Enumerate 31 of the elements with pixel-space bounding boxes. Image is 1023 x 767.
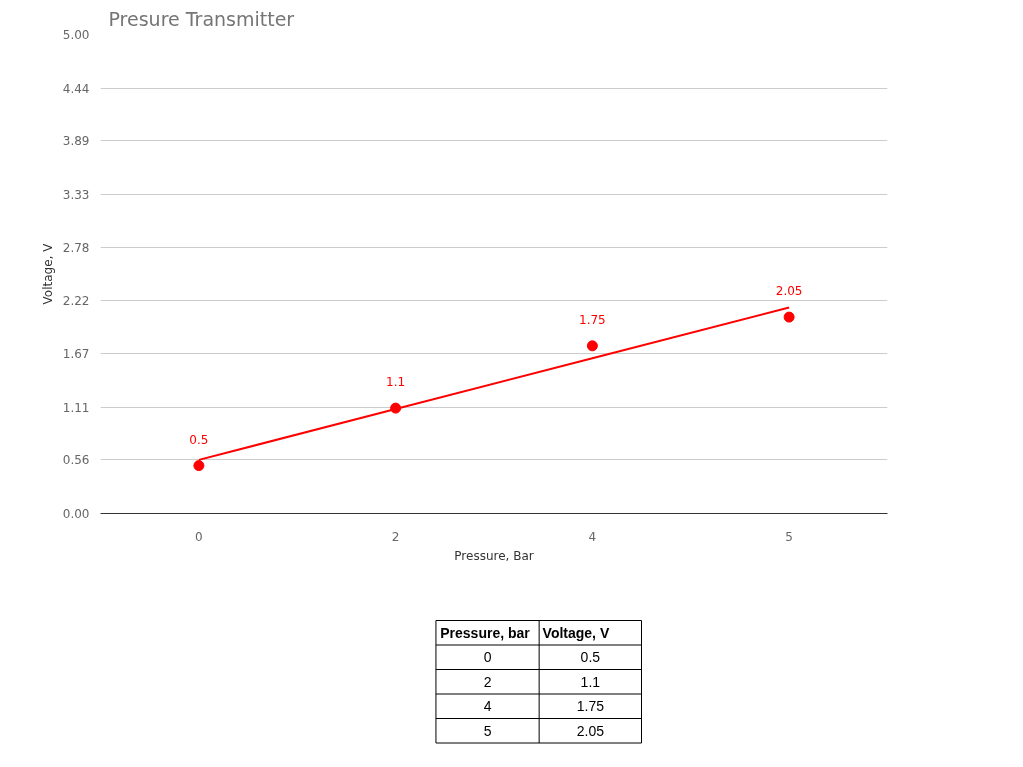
y-tick-label: 5.00: [62, 28, 90, 42]
y-tick-label: 1.11: [62, 400, 90, 415]
category-label: 0: [483, 649, 492, 666]
text: 1.75: [576, 698, 604, 715]
y-tick-label: 3.89: [62, 134, 90, 149]
y-tick-label: 4.44: [62, 81, 90, 96]
y-tick-label: 1.67: [62, 347, 90, 362]
x-axis-title: Pressure, Bar: [454, 548, 534, 563]
y-tick-label: 2.78: [62, 240, 90, 255]
y-tick-label: 3.33: [62, 187, 90, 202]
x-tick-label: 0: [195, 529, 203, 544]
chart-title: Presure Transmitter: [108, 7, 295, 30]
category-label: 4: [483, 698, 492, 715]
category-label: 5: [483, 722, 492, 739]
text: 0.5: [580, 649, 601, 666]
y-tick-label: 2.22: [62, 294, 90, 309]
data-label: 2.05: [775, 284, 803, 299]
data-label: 1.75: [579, 312, 606, 327]
data-label: 0.5: [189, 432, 209, 447]
x-tick-label: 5: [785, 529, 793, 544]
x-tick-label: 2: [391, 529, 400, 544]
text: Voltage, V: [542, 624, 610, 641]
y-axis-title: Voltage, V: [40, 242, 55, 305]
y-tick-label: 0.56: [62, 453, 90, 468]
data-label: 1.1: [386, 375, 406, 390]
text: 1.1: [580, 673, 601, 690]
category-label: 2: [483, 673, 492, 690]
x-tick-label: 4: [588, 529, 597, 544]
y-tick-label: 0.00: [62, 507, 90, 521]
text: 2.05: [576, 722, 604, 739]
text: Pressure, bar: [440, 624, 531, 641]
